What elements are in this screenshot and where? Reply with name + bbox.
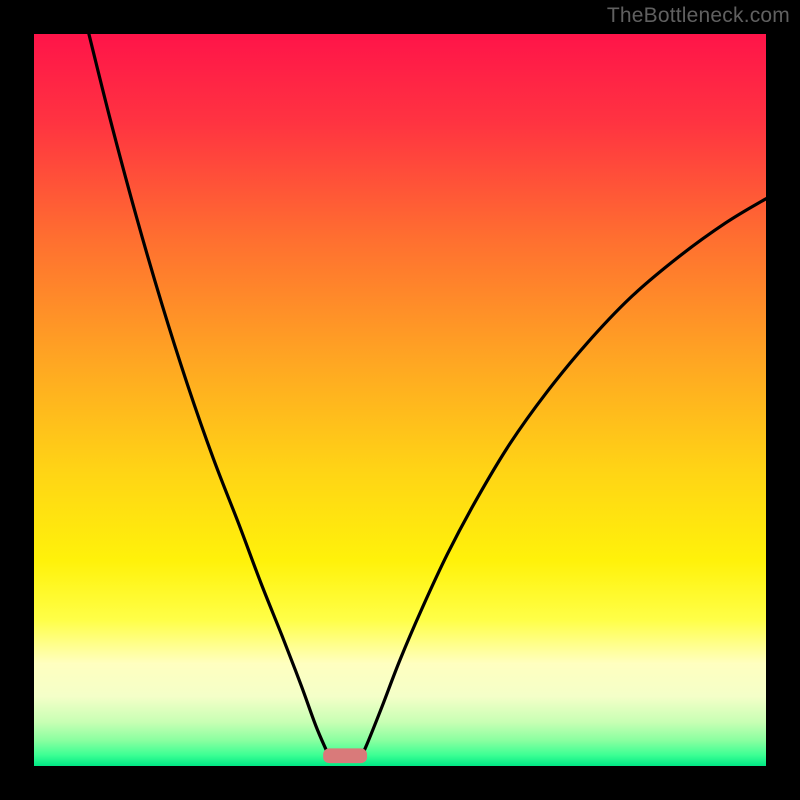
watermark-text: TheBottleneck.com — [607, 4, 790, 28]
chart-svg — [0, 0, 800, 800]
optimum-marker — [323, 748, 367, 763]
chart-root: TheBottleneck.com — [0, 0, 800, 800]
